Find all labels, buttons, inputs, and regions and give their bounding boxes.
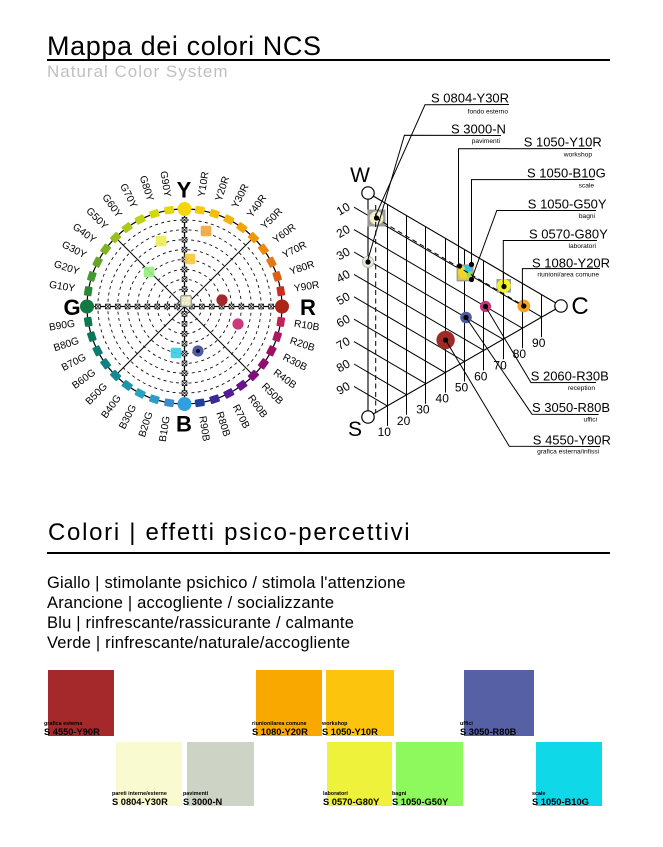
svg-text:10: 10	[378, 425, 392, 439]
svg-text:Y70R: Y70R	[281, 240, 309, 261]
svg-text:R30B: R30B	[281, 352, 309, 373]
svg-text:grafica esterna/infissi: grafica esterna/infissi	[537, 449, 599, 456]
svg-text:S 1050-Y10R: S 1050-Y10R	[524, 135, 602, 150]
svg-text:20: 20	[397, 414, 411, 428]
svg-text:Y30R: Y30R	[230, 182, 251, 210]
svg-text:C: C	[571, 293, 588, 320]
svg-text:Y90R: Y90R	[293, 280, 320, 295]
svg-text:50: 50	[334, 289, 353, 308]
svg-text:S 0804-Y30R: S 0804-Y30R	[431, 90, 509, 105]
svg-text:B30G: B30G	[118, 403, 140, 431]
svg-text:30: 30	[334, 244, 353, 263]
svg-text:B70G: B70G	[60, 352, 88, 374]
svg-text:G70Y: G70Y	[117, 182, 139, 210]
svg-text:G: G	[63, 295, 80, 320]
svg-text:Y50R: Y50R	[259, 206, 285, 232]
svg-text:B: B	[176, 412, 192, 437]
svg-text:20: 20	[334, 222, 353, 241]
svg-text:Y20R: Y20R	[214, 175, 232, 203]
svg-text:bagni: bagni	[579, 213, 596, 220]
svg-text:40: 40	[436, 392, 450, 406]
svg-text:B60G: B60G	[70, 367, 98, 391]
svg-text:riunioni/area comune: riunioni/area comune	[537, 272, 599, 279]
svg-text:S 1080-Y20R: S 1080-Y20R	[532, 255, 610, 270]
svg-text:60: 60	[334, 312, 353, 331]
svg-text:scale: scale	[579, 182, 595, 189]
svg-text:G10Y: G10Y	[48, 280, 76, 295]
svg-text:G50Y: G50Y	[84, 206, 110, 232]
svg-text:laboratori: laboratori	[569, 243, 597, 250]
svg-text:uffici: uffici	[584, 417, 598, 424]
svg-text:G30Y: G30Y	[60, 240, 88, 262]
svg-text:S 1050-B10G: S 1050-B10G	[527, 166, 606, 181]
svg-text:workshop: workshop	[563, 151, 593, 158]
svg-text:R90B: R90B	[196, 415, 211, 442]
svg-text:80: 80	[513, 347, 527, 361]
svg-text:G90Y: G90Y	[157, 170, 172, 198]
svg-text:S 3050-R80B: S 3050-R80B	[532, 400, 610, 415]
svg-text:90: 90	[532, 336, 546, 350]
svg-text:G20Y: G20Y	[52, 259, 80, 278]
svg-text:S 2060-R30B: S 2060-R30B	[531, 369, 609, 384]
svg-text:R50B: R50B	[259, 381, 285, 407]
svg-text:B80G: B80G	[52, 336, 80, 355]
svg-text:40: 40	[334, 267, 353, 286]
svg-text:S 1050-G50Y: S 1050-G50Y	[528, 197, 607, 212]
svg-text:B20G: B20G	[137, 410, 156, 438]
svg-text:G60Y: G60Y	[99, 192, 123, 220]
svg-text:Y: Y	[177, 178, 192, 203]
svg-text:S 4550-Y90R: S 4550-Y90R	[533, 432, 611, 447]
svg-text:W: W	[350, 164, 370, 187]
svg-text:80: 80	[334, 356, 353, 375]
svg-text:pavimenti: pavimenti	[472, 138, 501, 145]
svg-text:B10G: B10G	[158, 415, 173, 443]
svg-text:R10B: R10B	[293, 319, 320, 334]
svg-text:R: R	[300, 295, 316, 320]
svg-text:Y80R: Y80R	[288, 259, 316, 277]
svg-text:Y40R: Y40R	[245, 193, 269, 220]
svg-text:50: 50	[455, 381, 469, 395]
svg-text:G40Y: G40Y	[70, 222, 98, 246]
svg-text:10: 10	[334, 200, 353, 219]
svg-text:S 3000-N: S 3000-N	[451, 122, 506, 137]
svg-text:B50G: B50G	[84, 381, 110, 407]
svg-text:R20B: R20B	[288, 336, 316, 354]
svg-text:R40B: R40B	[271, 367, 298, 391]
svg-text:B40G: B40G	[100, 393, 124, 421]
svg-text:Y60R: Y60R	[271, 222, 298, 246]
svg-text:Y10R: Y10R	[197, 171, 212, 198]
svg-text:S: S	[348, 418, 362, 441]
svg-text:B90G: B90G	[48, 319, 76, 334]
svg-text:90: 90	[334, 379, 353, 398]
svg-text:R80B: R80B	[213, 410, 231, 438]
svg-text:fondo esterno: fondo esterno	[468, 109, 509, 116]
svg-text:S 0570-G80Y: S 0570-G80Y	[529, 227, 608, 242]
svg-text:60: 60	[474, 369, 488, 383]
svg-text:reception: reception	[568, 385, 595, 392]
svg-text:G80Y: G80Y	[137, 174, 156, 202]
svg-text:70: 70	[334, 334, 353, 353]
svg-text:30: 30	[416, 403, 430, 417]
svg-text:R70B: R70B	[230, 403, 251, 431]
svg-text:R60B: R60B	[245, 393, 269, 420]
